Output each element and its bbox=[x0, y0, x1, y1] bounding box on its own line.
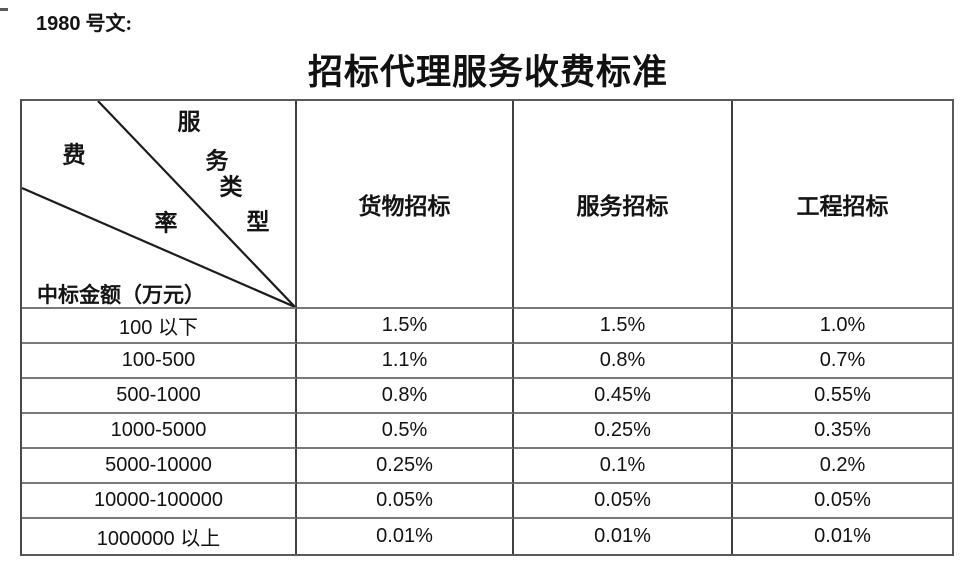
corner-col-axis-char: 服 bbox=[177, 109, 201, 135]
corner-cell-axis-char: 费 bbox=[62, 142, 86, 168]
row-range-label: 100-500 bbox=[22, 344, 297, 379]
fee-value: 0.2% bbox=[733, 449, 952, 484]
ref-suffix: 号文: bbox=[80, 13, 133, 35]
row-axis-label: 中标金额（万元） bbox=[37, 283, 205, 307]
corner-col-axis-char: 型 bbox=[246, 209, 270, 235]
fee-value: 0.01% bbox=[297, 519, 514, 554]
fee-table: 服 务 类 型 费 率 中标金额（万元） 货物招标 服务招标 工程招标 100 … bbox=[20, 99, 954, 556]
row-range-label: 10000-100000 bbox=[22, 484, 297, 519]
fee-value: 1.0% bbox=[733, 309, 952, 344]
fee-value: 0.45% bbox=[514, 379, 733, 414]
row-range-label: 1000000 以上 bbox=[22, 519, 297, 554]
fee-value: 0.7% bbox=[733, 344, 952, 379]
row-range-label: 500-1000 bbox=[22, 379, 297, 414]
fee-value: 1.5% bbox=[297, 309, 514, 344]
row-range-label: 100 以下 bbox=[22, 309, 297, 344]
diagonal-split-lines bbox=[22, 101, 295, 307]
column-header-service: 服务招标 bbox=[514, 101, 733, 309]
page-edge-artifact bbox=[0, 8, 8, 11]
fee-value: 1.1% bbox=[297, 344, 514, 379]
fee-value: 0.25% bbox=[297, 449, 514, 484]
fee-value: 0.01% bbox=[814, 525, 871, 547]
fee-value: 0.8% bbox=[297, 379, 514, 414]
corner-col-axis-char: 类 bbox=[219, 174, 243, 200]
fee-value: 0.05% bbox=[514, 484, 733, 519]
fee-value: 0.5% bbox=[297, 414, 514, 449]
column-header-engineering: 工程招标 bbox=[733, 101, 952, 309]
fee-value: 0.1% bbox=[514, 449, 733, 484]
document-ref: 1980 号文: bbox=[36, 7, 132, 36]
fee-value: 0.05% bbox=[733, 484, 952, 519]
page-title: 招标代理服务收费标准 bbox=[307, 53, 668, 92]
fee-value: 0.8% bbox=[514, 344, 733, 379]
corner-header-cell: 服 务 类 型 费 率 中标金额（万元） bbox=[22, 101, 297, 309]
row-range-label: 1000-5000 bbox=[22, 414, 297, 449]
row-range-label: 5000-10000 bbox=[22, 449, 297, 484]
corner-col-axis-char: 务 bbox=[205, 148, 229, 174]
fee-value: 0.25% bbox=[514, 414, 733, 449]
fee-value: 0.05% bbox=[297, 484, 514, 519]
fee-value: 0.55% bbox=[733, 379, 952, 414]
ref-number: 1980 bbox=[36, 13, 81, 35]
column-header-goods: 货物招标 bbox=[297, 101, 514, 309]
fee-value: 0.35% bbox=[733, 414, 952, 449]
fee-value: 0.01% bbox=[514, 519, 733, 554]
corner-cell-axis-char: 率 bbox=[154, 210, 178, 236]
fee-value: 1.5% bbox=[514, 309, 733, 344]
